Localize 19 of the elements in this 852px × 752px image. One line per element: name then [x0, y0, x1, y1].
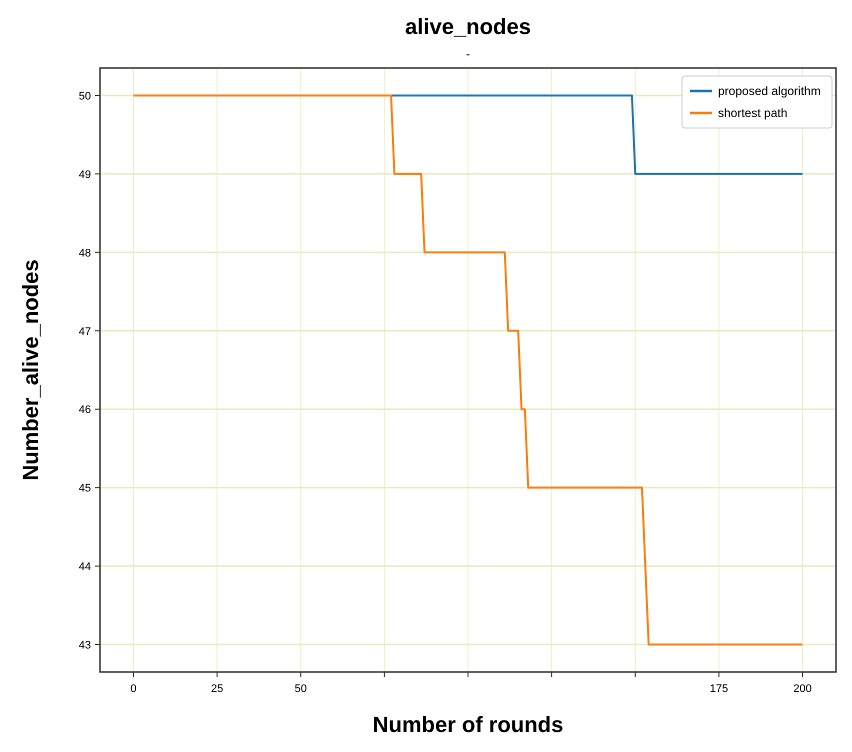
x-tick-label: 175 — [710, 683, 728, 695]
x-tick-label: 0 — [130, 683, 137, 695]
y-tick-label: 44 — [78, 561, 91, 574]
x-tick-label: 200 — [793, 683, 812, 695]
legend-label: proposed algorithm — [718, 84, 821, 98]
y-tick-label: 48 — [78, 247, 91, 260]
chart-title: alive_nodes — [405, 14, 531, 39]
legend-label: shortest path — [718, 106, 788, 120]
chart-subtitle: - — [466, 47, 470, 61]
x-tick-label: 50 — [294, 683, 307, 695]
y-tick-label: 46 — [78, 404, 91, 416]
y-tick-label: 50 — [78, 90, 91, 102]
x-axis-title: Number of rounds — [372, 712, 564, 737]
y-tick-label: 49 — [78, 168, 91, 181]
x-tick-label: 25 — [210, 683, 224, 695]
y-axis-title: Number_alive_nodes — [18, 259, 43, 481]
y-tick-label: 43 — [78, 640, 91, 652]
y-tick-label: 45 — [78, 482, 91, 495]
y-tick-label: 47 — [78, 326, 91, 338]
